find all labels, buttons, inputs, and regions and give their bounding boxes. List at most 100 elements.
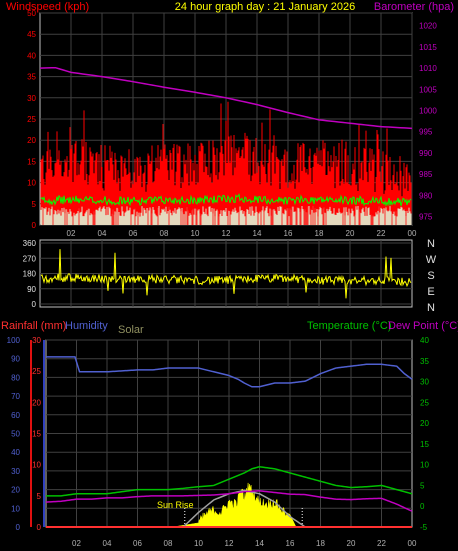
humidity-tick: 100 xyxy=(7,336,21,345)
temperature-hour-tick: 16 xyxy=(286,539,295,548)
windspeed-tick: 10 xyxy=(27,179,36,188)
wind-direction-line xyxy=(40,249,412,299)
rainfall-tick-labels: 0 5 10 15 20 25 30 xyxy=(32,336,41,532)
temperature-tick: 35 xyxy=(420,357,429,366)
wind-hour-tick: 18 xyxy=(315,229,324,238)
humidity-tick: 70 xyxy=(11,392,20,401)
wind-hour-tick: 16 xyxy=(284,229,293,238)
rainfall-tick: 5 xyxy=(37,492,42,501)
solar-area xyxy=(172,482,297,528)
barometer-tick: 995 xyxy=(419,128,433,137)
temperature-humidity-panel: 0 10 20 30 40 50 60 70 80 90 100 0 5 10 15 20 25 30 -5 0 5… xyxy=(7,336,430,548)
temperature-tick: 30 xyxy=(420,378,429,387)
temperature-hour-tick: 18 xyxy=(316,539,325,548)
humidity-tick: 80 xyxy=(11,373,20,382)
humidity-line xyxy=(46,356,413,388)
compass-tick: N xyxy=(427,302,435,314)
humidity-tick: 10 xyxy=(11,504,20,513)
windspeed-tick: 5 xyxy=(32,200,37,209)
barometer-line xyxy=(39,66,413,130)
temperature-hour-tick: 22 xyxy=(377,539,386,548)
temperature-hour-tick: 04 xyxy=(103,539,112,548)
humidity-tick: 20 xyxy=(11,486,20,495)
temperature-hour-tick: 12 xyxy=(225,539,234,548)
temperature-hour-tick: 10 xyxy=(194,539,203,548)
barometer-tick-labels: 975 980 985 990 995 1000 1005 1010 1015 1020 xyxy=(419,22,437,222)
rainfall-tick: 25 xyxy=(32,367,41,376)
sunrise-label: Sun Rise xyxy=(157,500,194,510)
dewpoint-axis-label: Dew Point (°C) xyxy=(388,320,458,332)
wind-direction-series xyxy=(40,249,412,299)
direction-degree-ticks: 0 90 180 270 360 xyxy=(23,239,37,309)
wind-hour-tick: 08 xyxy=(160,229,169,238)
temperature-tick: 25 xyxy=(420,398,429,407)
rainfall-axis-label: Rainfall (mm) xyxy=(1,320,66,332)
wind-hour-tick: 00 xyxy=(408,229,417,238)
rainfall-tick: 10 xyxy=(32,461,41,470)
windspeed-axis-label: Windspeed (kph) xyxy=(6,1,89,13)
direction-degree-tick: 270 xyxy=(23,254,37,263)
compass-tick: W xyxy=(426,254,437,266)
wind-hour-tick: 04 xyxy=(98,229,107,238)
humidity-axis-label: Humidity xyxy=(65,320,108,332)
temperature-line xyxy=(46,465,413,497)
barometer-tick: 975 xyxy=(419,213,433,222)
temperature-tick: 10 xyxy=(420,461,429,470)
dewpoint-line xyxy=(45,490,413,512)
barometer-series xyxy=(39,66,413,130)
compass-tick: E xyxy=(427,286,434,298)
direction-degree-tick: 180 xyxy=(23,270,37,279)
barometer-tick: 1020 xyxy=(419,22,437,31)
windspeed-tick: 30 xyxy=(27,94,36,103)
temperature-hour-tick: 08 xyxy=(164,539,173,548)
windspeed-tick: 25 xyxy=(27,115,36,124)
temperature-tick: 15 xyxy=(420,440,429,449)
temperature-hour-tick: 02 xyxy=(72,539,81,548)
barometer-tick: 1000 xyxy=(419,107,437,116)
rainfall-tick: 15 xyxy=(32,430,41,439)
humidity-tick: 40 xyxy=(11,448,20,457)
direction-degree-tick: 360 xyxy=(23,239,37,248)
barometer-tick: 985 xyxy=(419,170,433,179)
wind-hour-tick: 10 xyxy=(191,229,200,238)
wind-series xyxy=(40,101,412,225)
temperature-axis-label: Temperature (°C) xyxy=(307,320,391,332)
wind-hour-tick: 20 xyxy=(346,229,355,238)
direction-degree-tick: 0 xyxy=(32,300,37,309)
temperature-tick: 40 xyxy=(420,336,429,345)
barometer-tick: 1015 xyxy=(419,43,437,52)
temperature-hour-tick: 06 xyxy=(133,539,142,548)
wind-hour-tick: 02 xyxy=(67,229,76,238)
rainfall-tick: 20 xyxy=(32,398,41,407)
barometer-tick: 980 xyxy=(419,191,433,200)
direction-panel-grid xyxy=(40,240,412,307)
windspeed-tick: 45 xyxy=(27,30,36,39)
humidity-tick: 50 xyxy=(11,430,20,439)
windspeed-tick-labels: 0 5 10 15 20 25 30 35 40 45 50 xyxy=(27,9,36,230)
compass-tick: S xyxy=(427,270,434,282)
wind-hour-tick: 06 xyxy=(129,229,138,238)
solar-label: Solar xyxy=(118,324,144,336)
barometer-tick: 990 xyxy=(419,149,433,158)
temperature-humidity-series xyxy=(30,340,413,528)
humidity-tick: 30 xyxy=(11,467,20,476)
windspeed-tick: 40 xyxy=(27,51,36,60)
temperature-hour-tick: 00 xyxy=(408,539,417,548)
wind-average-line xyxy=(40,193,412,208)
humidity-tick: 0 xyxy=(16,523,21,532)
rainfall-tick: 0 xyxy=(37,523,42,532)
windspeed-tick: 20 xyxy=(27,136,36,145)
barometer-axis-label: Barometer (hpa) xyxy=(374,1,454,13)
windspeed-tick: 0 xyxy=(32,221,37,230)
temperature-hour-tick: 14 xyxy=(255,539,264,548)
wind-hour-tick: 22 xyxy=(377,229,386,238)
windspeed-tick: 15 xyxy=(27,157,36,166)
windspeed-tick: 50 xyxy=(27,9,36,18)
wind-hour-tick-labels: 02 04 06 08 10 12 14 16 18 20 22 00 xyxy=(67,229,417,238)
humidity-tick: 90 xyxy=(11,355,20,364)
direction-degree-tick: 90 xyxy=(27,285,36,294)
